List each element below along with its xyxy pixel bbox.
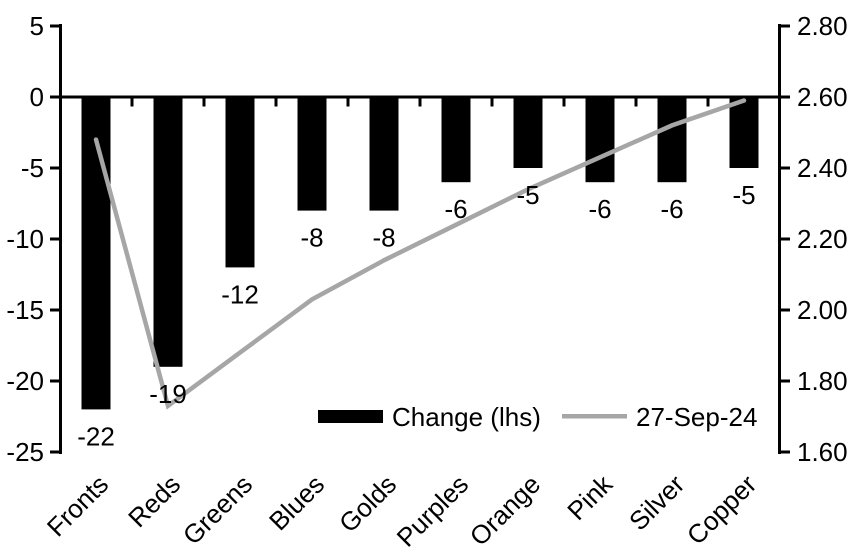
bar	[729, 98, 759, 168]
category-tick	[274, 97, 278, 107]
right-axis-tick-label: 1.80	[797, 366, 848, 396]
category-tick	[202, 97, 206, 107]
right-axis-tick	[781, 95, 790, 99]
legend-label-bars: Change (lhs)	[392, 402, 541, 432]
left-axis-tick	[50, 379, 59, 383]
left-axis-tick-label: -10	[6, 224, 44, 254]
legend-line-swatch	[562, 414, 627, 419]
bar	[81, 98, 111, 410]
left-axis-tick	[50, 450, 59, 454]
right-axis-tick	[781, 379, 790, 383]
bar	[585, 98, 615, 183]
left-axis-tick-label: 5	[30, 11, 44, 41]
left-axis-tick	[50, 24, 59, 28]
right-axis-tick-label: 1.60	[797, 437, 848, 467]
left-axis-tick	[50, 166, 59, 170]
bar-data-label: -19	[149, 379, 187, 409]
bar-data-label: -22	[77, 421, 115, 451]
right-axis-tick-label: 2.20	[797, 224, 848, 254]
left-axis-tick-label: -20	[6, 366, 44, 396]
legend-label-line: 27-Sep-24	[636, 402, 757, 432]
category-tick	[346, 97, 350, 107]
left-axis-tick	[50, 95, 59, 99]
right-axis-tick	[781, 166, 790, 170]
bar-data-label: -5	[516, 180, 539, 210]
bar	[225, 98, 255, 268]
bar-data-label: -8	[300, 223, 323, 253]
left-axis-line	[59, 24, 62, 454]
left-axis-tick	[50, 237, 59, 241]
right-axis-tick-label: 2.40	[797, 153, 848, 183]
bar	[153, 98, 183, 367]
legend-bar-swatch	[318, 410, 383, 423]
category-tick	[130, 97, 134, 107]
bar	[657, 98, 687, 183]
category-tick	[706, 97, 710, 107]
bar-data-label: -12	[221, 279, 259, 309]
left-axis-tick-label: 0	[30, 82, 44, 112]
bar-data-label: -6	[444, 194, 467, 224]
right-axis-tick-label: 2.80	[797, 11, 848, 41]
category-tick	[562, 97, 566, 107]
right-axis-line	[778, 24, 781, 454]
left-axis-tick-label: -5	[21, 153, 44, 183]
category-tick	[634, 97, 638, 107]
bar	[441, 98, 471, 183]
left-axis-tick-label: -15	[6, 295, 44, 325]
bar-data-label: -6	[660, 194, 683, 224]
left-axis-tick	[50, 308, 59, 312]
bar	[369, 98, 399, 211]
bar	[513, 98, 543, 168]
right-axis-tick-label: 2.00	[797, 295, 848, 325]
right-axis-tick	[781, 450, 790, 454]
right-axis-tick	[781, 308, 790, 312]
line-series	[93, 98, 747, 410]
category-tick	[418, 97, 422, 107]
right-axis-tick	[781, 237, 790, 241]
bar-data-label: -6	[588, 194, 611, 224]
right-axis-tick	[781, 24, 790, 28]
left-axis-tick-label: -25	[6, 437, 44, 467]
right-axis-tick-label: 2.60	[797, 82, 848, 112]
bar-data-label: -5	[732, 180, 755, 210]
category-tick	[490, 97, 494, 107]
bar	[297, 98, 327, 211]
bar-data-label: -8	[372, 223, 395, 253]
